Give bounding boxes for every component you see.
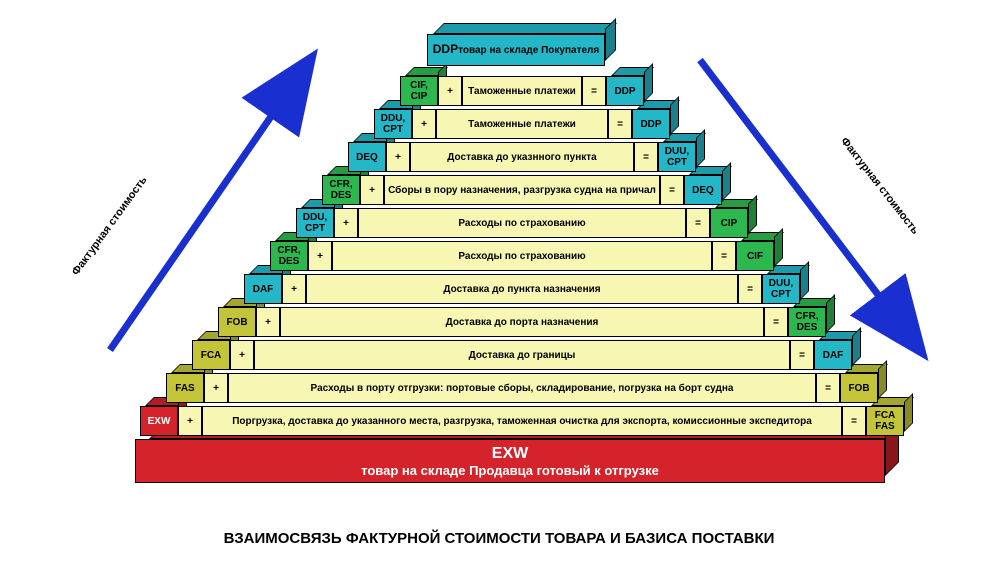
plus-0: + [438, 76, 462, 106]
right-code-10: FCAFAS [866, 406, 904, 436]
eq-0: = [582, 76, 606, 106]
plus-1: + [412, 109, 436, 139]
desc-9: Расходы в порту отгрузки: портовые сборы… [228, 373, 816, 403]
plus-9: + [204, 373, 228, 403]
plus-10: + [178, 406, 202, 436]
base-text: товар на складе Продавца готовый к отгру… [361, 463, 659, 478]
eq-2: = [634, 142, 658, 172]
eq-1: = [608, 109, 632, 139]
desc-3: Сборы в пору назначения, разгрузка судна… [384, 175, 660, 205]
base-block: EXWтовар на складе Продавца готовый к от… [135, 439, 885, 483]
left-code-9: FAS [166, 373, 204, 403]
desc-4: Расходы по страхованию [358, 208, 686, 238]
eq-9: = [816, 373, 840, 403]
diagram-title: ВЗАИМОСВЯЗЬ ФАКТУРНОЙ СТОИМОСТИ ТОВАРА И… [0, 530, 998, 547]
apex-block: DDPтовар на складе Покупателя [427, 34, 605, 66]
right-arrow [660, 40, 960, 370]
right-code-9: FOB [840, 373, 878, 403]
base-code: EXW [492, 445, 528, 463]
desc-1: Таможенные платежи [436, 109, 608, 139]
left-code-0: CIF,CIP [400, 76, 438, 106]
left-arrow [90, 40, 390, 370]
desc-10: Поргрузка, доставка до указанного места,… [202, 406, 842, 436]
desc-2: Доставка до указнного пункта [410, 142, 634, 172]
left-code-10: EXW [140, 406, 178, 436]
right-code-0: DDP [606, 76, 644, 106]
desc-0: Таможенные платежи [462, 76, 582, 106]
eq-10: = [842, 406, 866, 436]
